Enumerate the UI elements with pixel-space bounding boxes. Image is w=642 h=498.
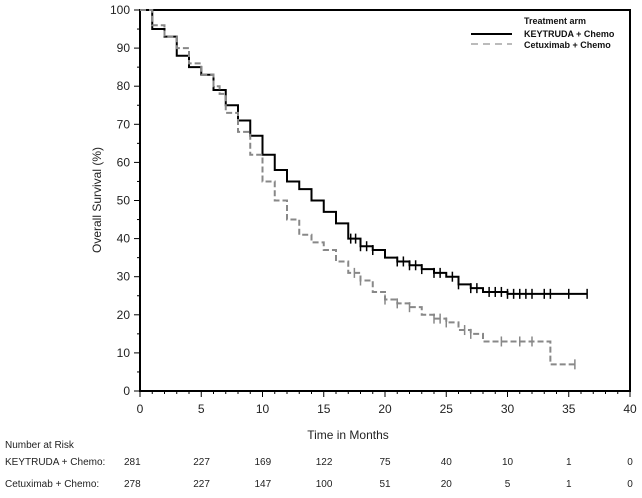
risk-value: 122 — [315, 457, 333, 468]
risk-value: 10 — [501, 457, 514, 468]
legend-title: Treatment arm — [524, 16, 586, 26]
y-tick-label: 50 — [117, 194, 131, 208]
risk-row-label: Cetuximab + Chemo: — [5, 479, 100, 490]
x-tick-label: 20 — [378, 402, 392, 416]
y-tick-label: 90 — [117, 41, 131, 55]
x-tick-label: 0 — [137, 402, 144, 416]
risk-value: 147 — [254, 479, 272, 490]
risk-value: 1 — [565, 479, 572, 490]
risk-row-label: KEYTRUDA + Chemo: — [5, 457, 106, 468]
risk-value: 169 — [254, 457, 272, 468]
risk-value: 0 — [627, 479, 633, 490]
series-line-keytruda — [140, 9, 588, 295]
risk-value: 281 — [124, 457, 141, 468]
y-tick-label: 20 — [117, 308, 131, 322]
risk-value: 75 — [379, 457, 391, 468]
risk-value: 20 — [440, 479, 452, 490]
x-tick-label: 35 — [562, 402, 576, 416]
risk-value: 278 — [124, 479, 141, 490]
x-tick-label: 15 — [317, 402, 331, 416]
series-line-cetuximab — [140, 9, 575, 366]
x-tick-label: 5 — [198, 402, 205, 416]
y-tick-label: 10 — [117, 346, 131, 360]
y-tick-label: 80 — [117, 79, 131, 93]
x-tick-label: 40 — [623, 402, 637, 416]
y-axis-title: Overall Survival (%) — [90, 147, 104, 253]
legend-label-keytruda: KEYTRUDA + Chemo — [524, 29, 615, 39]
legend: Treatment arm KEYTRUDA + Chemo Cetuximab… — [471, 16, 615, 50]
risk-value: 227 — [193, 479, 210, 490]
risk-value: 40 — [440, 457, 452, 468]
y-tick-label: 0 — [123, 384, 130, 398]
y-tick-label: 70 — [117, 117, 131, 131]
risk-value: 0 — [627, 457, 633, 468]
plot-frame — [139, 9, 631, 392]
risk-table-heading: Number at Risk — [5, 440, 74, 451]
y-tick-label: 30 — [117, 270, 131, 284]
y-tick-label: 60 — [117, 155, 131, 169]
risk-value: 5 — [504, 479, 511, 490]
y-tick-label: 40 — [117, 232, 131, 246]
legend-label-cetuximab: Cetuximab + Chemo — [524, 40, 611, 50]
km-chart: 0 5 10 15 20 25 30 35 40 0 10 20 30 40 50 60 70 80 90 100 T… — [90, 3, 637, 440]
risk-value: 51 — [379, 479, 391, 490]
risk-value: 1 — [565, 457, 572, 468]
x-tick-label: 10 — [256, 402, 270, 416]
y-tick-label: 100 — [110, 3, 130, 17]
x-tick-label: 25 — [440, 402, 454, 416]
risk-value: 100 — [315, 479, 333, 490]
x-tick-label: 30 — [501, 402, 515, 416]
x-axis-title: Time in Months — [307, 428, 389, 440]
risk-value: 227 — [193, 457, 210, 468]
